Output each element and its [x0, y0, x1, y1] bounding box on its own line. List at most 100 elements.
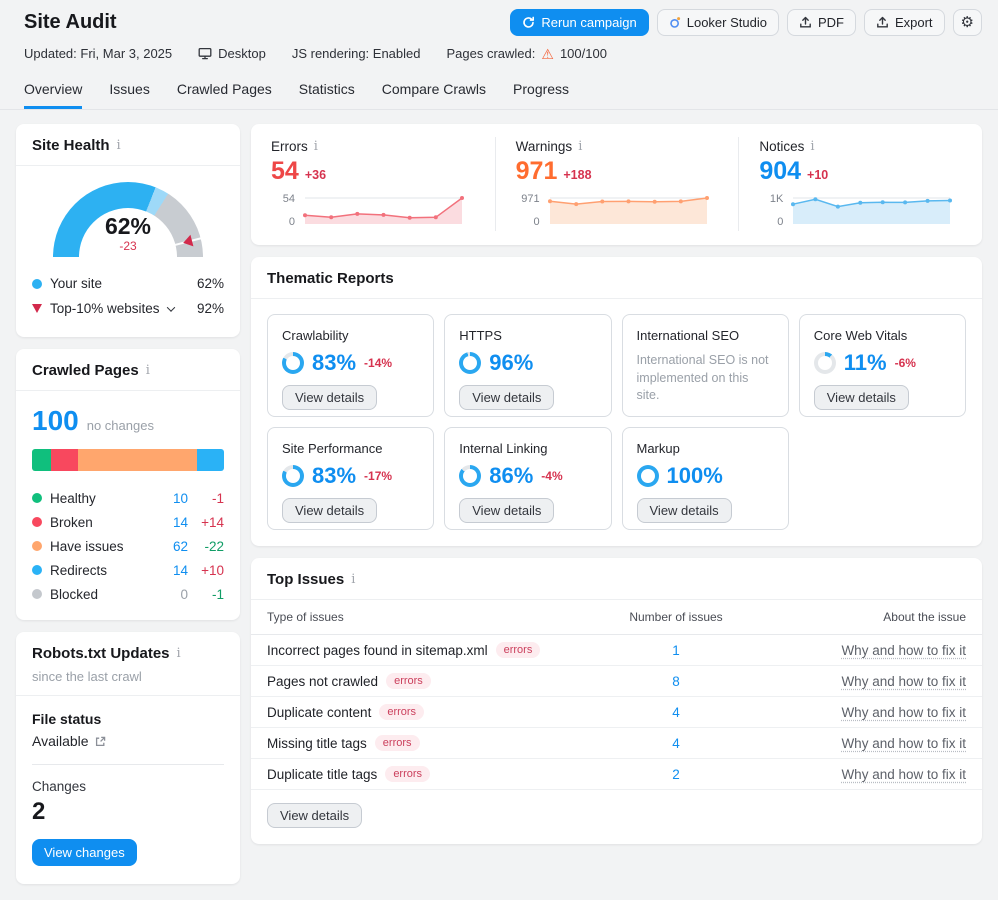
pdf-button[interactable]: PDF	[787, 9, 856, 36]
errors-delta: +36	[305, 168, 326, 182]
legend-broken: Broken 14 +14	[32, 510, 224, 534]
settings-button[interactable]: ⚙	[953, 9, 982, 36]
health-delta: -23	[53, 239, 203, 253]
errors-badge: errors	[375, 735, 420, 751]
tab-progress[interactable]: Progress	[513, 81, 569, 109]
file-status-value[interactable]: Available	[32, 733, 89, 749]
external-link-icon[interactable]	[95, 736, 106, 747]
export-button[interactable]: Export	[864, 9, 945, 36]
issue-count-link[interactable]: 2	[596, 767, 756, 782]
legend-redirects: Redirects 14 +10	[32, 558, 224, 582]
tab-statistics[interactable]: Statistics	[299, 81, 355, 109]
why-how-to-fix-link[interactable]: Why and how to fix it	[756, 674, 966, 689]
issue-row-not-crawled: Pages not crawlederrors 8 Why and how to…	[251, 666, 982, 697]
info-icon[interactable]: i	[578, 140, 582, 153]
top-issues-header: Type of issues Number of issues About th…	[251, 600, 982, 635]
orange-dot-icon	[32, 541, 42, 551]
view-changes-button[interactable]: View changes	[32, 839, 137, 866]
bar-segment-healthy[interactable]	[32, 449, 51, 471]
info-icon[interactable]: i	[177, 647, 181, 660]
info-icon[interactable]: i	[810, 140, 814, 153]
page-title: Site Audit	[24, 11, 117, 34]
issue-count-link[interactable]: 4	[596, 705, 756, 720]
device-item: Desktop	[198, 46, 266, 61]
thematic-card-crawlability: Crawlability 83% -14% View details	[267, 314, 434, 417]
thematic-card-https: HTTPS 96% View details	[444, 314, 611, 417]
looker-studio-button[interactable]: Looker Studio	[657, 9, 779, 36]
site-health-panel: Site Health i 62% -23	[16, 124, 240, 337]
info-icon[interactable]: i	[146, 364, 150, 377]
warnings-sparkline	[547, 193, 715, 231]
why-how-to-fix-link[interactable]: Why and how to fix it	[756, 736, 966, 751]
errors-badge: errors	[385, 766, 430, 782]
legend-healthy: Healthy 10 -1	[32, 486, 224, 510]
rerun-campaign-button[interactable]: Rerun campaign	[510, 9, 648, 36]
bar-segment-have-issues[interactable]	[78, 449, 197, 471]
errors-value[interactable]: 54	[271, 157, 299, 186]
view-details-button[interactable]: View details	[282, 498, 377, 523]
info-icon[interactable]: i	[351, 573, 355, 586]
warning-icon: ⚠	[541, 47, 554, 61]
errors-card: Errors i 54 +36 54 0	[251, 137, 495, 231]
blue-dot-icon	[32, 565, 42, 575]
bar-segment-redirects[interactable]	[197, 449, 224, 471]
crawled-pages-panel: Crawled Pages i 100 no changes	[16, 349, 240, 620]
thematic-card-core-web-vitals: Core Web Vitals 11% -6% View details	[799, 314, 966, 417]
thematic-reports-panel: Thematic Reports Crawlability 83% -14% V…	[251, 257, 982, 546]
looker-studio-label: Looker Studio	[687, 15, 767, 30]
notices-value[interactable]: 904	[759, 157, 801, 186]
view-details-button[interactable]: View details	[459, 385, 554, 410]
pdf-label: PDF	[818, 15, 844, 30]
top-issues-panel: Top Issues i Type of issues Number of is…	[251, 558, 982, 844]
health-score: 62%	[53, 213, 203, 240]
js-rendering: JS rendering: Enabled	[292, 46, 421, 61]
tab-crawled-pages[interactable]: Crawled Pages	[177, 81, 272, 109]
warnings-value[interactable]: 971	[516, 157, 558, 186]
legend-have-issues: Have issues 62 -22	[32, 534, 224, 558]
robots-panel: Robots.txt Updates i since the last craw…	[16, 632, 240, 884]
legend-your-site: Your site 62%	[32, 271, 224, 296]
export-label: Export	[895, 15, 933, 30]
upload-icon	[799, 16, 812, 29]
bar-segment-broken[interactable]	[51, 449, 78, 471]
tab-compare-crawls[interactable]: Compare Crawls	[382, 81, 486, 109]
warnings-delta: +188	[563, 168, 591, 182]
top-bar: Site Audit Rerun campaign Looker Studio …	[0, 0, 998, 36]
robots-subtitle: since the last crawl	[32, 669, 224, 684]
info-icon[interactable]: i	[314, 140, 318, 153]
info-icon[interactable]: i	[117, 139, 121, 152]
progress-ring-icon	[637, 465, 659, 487]
thematic-card-internal-linking: Internal Linking 86% -4% View details	[444, 427, 611, 530]
view-details-button[interactable]: View details	[267, 803, 362, 828]
pages-crawled-label: Pages crawled:	[447, 46, 536, 61]
progress-ring-icon	[814, 352, 836, 374]
why-how-to-fix-link[interactable]: Why and how to fix it	[756, 643, 966, 658]
report-tabs: Overview Issues Crawled Pages Statistics…	[0, 61, 998, 110]
why-how-to-fix-link[interactable]: Why and how to fix it	[756, 767, 966, 782]
notices-sparkline	[790, 193, 958, 231]
legend-blocked: Blocked 0 -1	[32, 582, 224, 606]
issue-count-link[interactable]: 1	[596, 643, 756, 658]
chevron-down-icon[interactable]	[166, 303, 174, 311]
gray-dot-icon	[32, 589, 42, 599]
view-details-button[interactable]: View details	[637, 498, 732, 523]
errors-label: Errors	[271, 139, 308, 154]
thematic-card-international-seo: International SEO International SEO is n…	[622, 314, 789, 417]
file-status-label: File status	[32, 711, 224, 727]
thematic-card-markup: Markup 100% View details	[622, 427, 789, 530]
tab-issues[interactable]: Issues	[109, 81, 149, 109]
device-label: Desktop	[218, 46, 266, 61]
why-how-to-fix-link[interactable]: Why and how to fix it	[756, 705, 966, 720]
refresh-icon	[522, 16, 535, 29]
view-details-button[interactable]: View details	[282, 385, 377, 410]
view-details-button[interactable]: View details	[459, 498, 554, 523]
issue-count-link[interactable]: 8	[596, 674, 756, 689]
site-audit-page: Site Audit Rerun campaign Looker Studio …	[0, 0, 998, 900]
issue-count-link[interactable]: 4	[596, 736, 756, 751]
red-dot-icon	[32, 517, 42, 527]
main-content: Site Health i 62% -23	[0, 110, 998, 884]
thematic-card-site-performance: Site Performance 83% -17% View details	[267, 427, 434, 530]
tab-overview[interactable]: Overview	[24, 81, 82, 109]
view-details-button[interactable]: View details	[814, 385, 909, 410]
issue-row-missing-titles: Missing title tagserrors 4 Why and how t…	[251, 728, 982, 759]
